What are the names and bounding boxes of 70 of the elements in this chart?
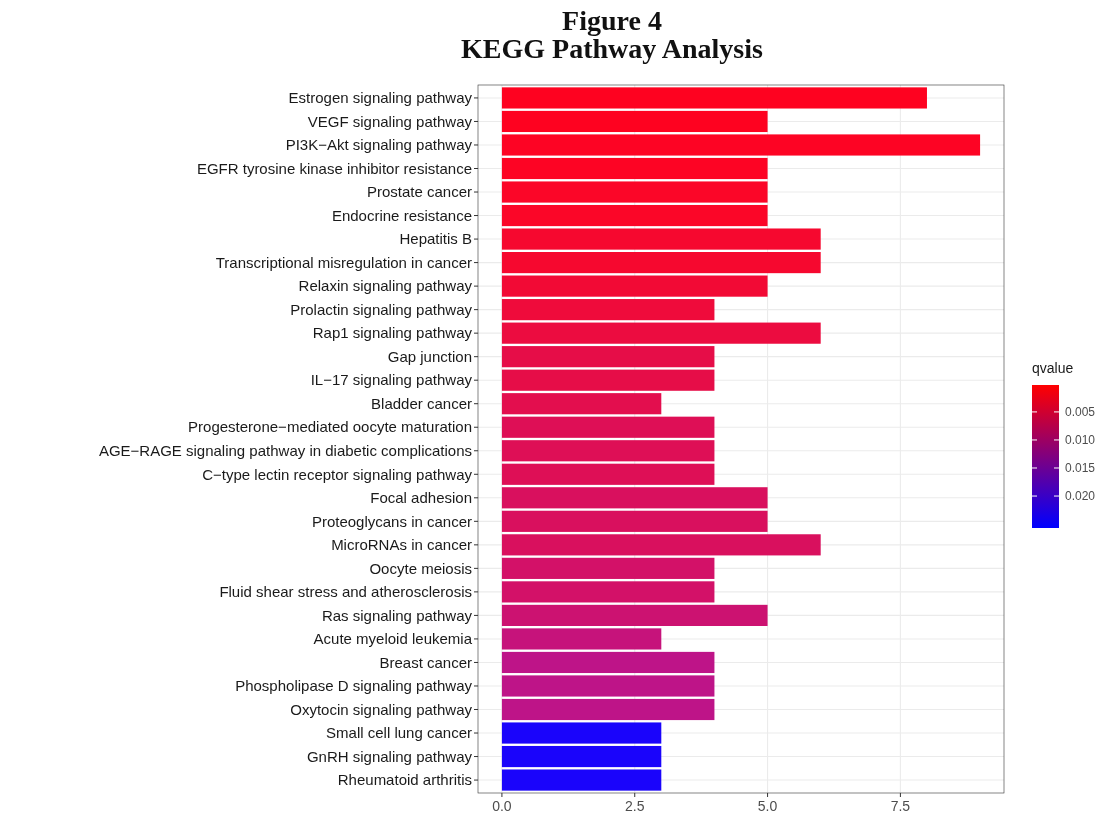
y-tick-label: IL−17 signaling pathway [310,371,473,389]
y-tick-label: Estrogen signaling pathway [288,89,473,107]
bar [501,252,821,274]
bar [501,369,715,391]
y-tick-label: Oocyte meiosis [369,559,472,577]
y-tick-label: Small cell lung cancer [326,724,472,742]
color-bar-label: 0.015 [1065,461,1096,476]
y-tick-label: Prolactin signaling pathway [290,300,473,318]
y-tick-label: GnRH signaling pathway [306,747,473,765]
y-tick-label: Gap junction [387,347,472,365]
bar [501,769,662,791]
y-tick-label: Transcriptional misregulation in cancer [215,253,472,271]
bar [501,157,768,180]
y-tick-label: Focal adhesion [370,489,472,507]
color-bar-title: qvalue [1032,360,1074,376]
color-bar-label: 0.010 [1065,433,1096,448]
y-tick-label: MicroRNAs in cancer [331,536,472,554]
x-tick-label: 7.5 [890,798,911,814]
x-tick-label: 0.0 [492,798,512,814]
bar [501,675,715,697]
bar [501,299,715,321]
bar [501,534,821,556]
y-tick-label: Fluid shear stress and atherosclerosis [219,583,472,601]
bar [501,557,715,579]
bar [501,322,821,344]
y-tick-label: Relaxin signaling pathway [298,277,473,295]
y-tick-label: Ras signaling pathway [321,606,473,624]
bar [501,722,662,744]
bar [501,510,768,532]
bar [501,228,821,250]
y-tick-label: Endocrine resistance [331,206,472,224]
bar [501,110,768,133]
y-tick-label: Proteoglycans in cancer [311,512,472,530]
y-tick-label: VEGF signaling pathway [307,112,473,130]
bar [501,346,715,368]
bar [501,87,927,109]
bar [501,698,715,721]
bar [501,745,662,768]
y-tick-label: AGE−RAGE signaling pathway in diabetic complications [98,442,472,460]
x-tick-label: 5.0 [757,798,778,814]
bar [501,393,662,415]
bar [501,440,715,462]
y-tick-label: PI3K−Akt signaling pathway [285,136,473,154]
bar [501,651,715,674]
y-tick-label: Progesterone−mediated oocyte maturation [188,418,472,436]
bar [501,463,715,485]
y-tick-label: Hepatitis B [399,230,472,248]
bar [501,275,768,297]
bar [501,581,715,603]
y-tick-label: Breast cancer [379,653,472,671]
y-tick-label: Phospholipase D signaling pathway [235,677,473,695]
color-bar-label: 0.005 [1065,405,1096,420]
y-tick-label: Rheumatoid arthritis [337,771,472,789]
y-tick-label: EGFR tyrosine kinase inhibitor resistance [196,159,472,177]
chart-title: Figure 4 KEGG Pathway Analysis [461,5,764,64]
bar [501,134,981,156]
color-bar-label: 0.020 [1065,489,1096,504]
y-tick-label: C−type lectin receptor signaling pathway [202,465,473,483]
y-tick-label: Bladder cancer [371,394,472,412]
bar [501,416,715,438]
bar [501,628,662,650]
y-tick-label: Prostate cancer [366,183,472,201]
bar [501,604,768,626]
y-tick-label: Acute myeloid leukemia [313,630,473,648]
bar [501,204,768,227]
y-tick-label: Rap1 signaling pathway [312,324,473,342]
bar [501,181,768,203]
bar [501,487,768,509]
y-tick-label: Oxytocin signaling pathway [290,700,473,718]
x-tick-label: 2.5 [625,798,645,814]
